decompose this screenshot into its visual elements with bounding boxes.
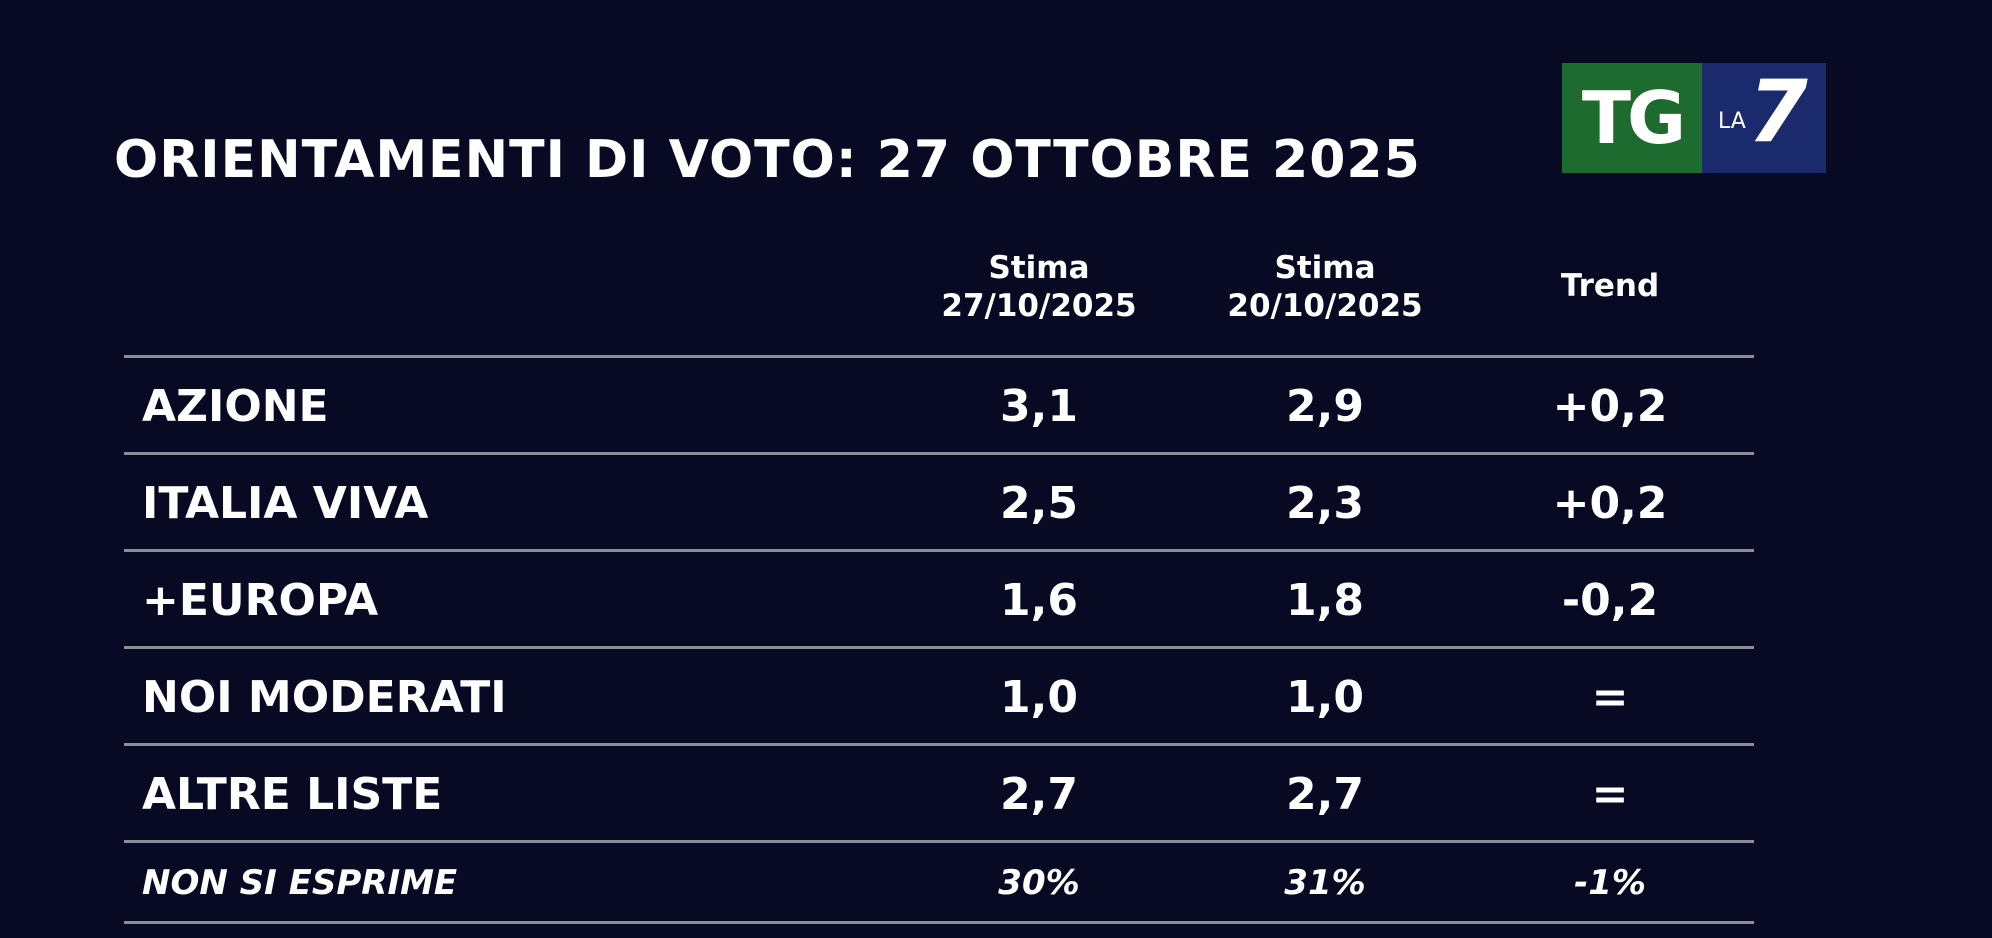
party-name: NOI MODERATI (142, 671, 507, 723)
column-header-current-date: 27/10/2025 (941, 287, 1137, 324)
table-rule (124, 840, 1754, 843)
estimate-previous: 31% (1284, 863, 1366, 903)
party-name: +EUROPA (142, 574, 379, 626)
table-rule (124, 743, 1754, 746)
trend-value: -1% (1574, 863, 1646, 903)
logo-la7-block: LA 7 (1702, 63, 1826, 173)
party-name: NON SI ESPRIME (142, 863, 458, 903)
trend-value: -0,2 (1561, 574, 1659, 626)
trend-value: = (1591, 768, 1629, 820)
trend-value: +0,2 (1552, 477, 1668, 529)
column-header-previous-line1: Stima (1274, 250, 1376, 286)
column-header-current: Stima 27/10/2025 (919, 250, 1159, 326)
estimate-previous: 2,3 (1286, 477, 1364, 529)
column-header-trend: Trend (1560, 268, 1660, 304)
tg-la7-logo: TG LA 7 (1562, 63, 1826, 173)
table-rule (124, 355, 1754, 358)
table-rule (124, 646, 1754, 649)
column-header-current-line1: Stima (988, 250, 1090, 286)
trend-value: = (1591, 671, 1629, 723)
estimate-current: 1,6 (1000, 574, 1078, 626)
table-rule (124, 452, 1754, 455)
table-rule (124, 921, 1754, 924)
table-row: AZIONE 3,1 2,9 +0,2 (0, 359, 1992, 453)
estimate-current: 2,5 (1000, 477, 1078, 529)
table-row-undecided: NON SI ESPRIME 30% 31% -1% (0, 838, 1992, 928)
table-row: ALTRE LISTE 2,7 2,7 = (0, 747, 1992, 841)
logo-la-text: LA (1718, 109, 1746, 134)
table-row: ITALIA VIVA 2,5 2,3 +0,2 (0, 456, 1992, 550)
estimate-previous: 1,0 (1286, 671, 1364, 723)
estimate-current: 30% (998, 863, 1080, 903)
estimate-previous: 2,9 (1286, 380, 1364, 432)
logo-seven-text: 7 (1748, 62, 1808, 162)
table-row: NOI MODERATI 1,0 1,0 = (0, 650, 1992, 744)
party-name: ITALIA VIVA (142, 477, 429, 529)
party-name: ALTRE LISTE (142, 768, 443, 820)
column-header-previous: Stima 20/10/2025 (1205, 250, 1445, 326)
estimate-previous: 1,8 (1286, 574, 1364, 626)
trend-value: +0,2 (1552, 380, 1668, 432)
estimate-current: 1,0 (1000, 671, 1078, 723)
estimate-previous: 2,7 (1286, 768, 1364, 820)
estimate-current: 2,7 (1000, 768, 1078, 820)
table-rule (124, 549, 1754, 552)
estimate-current: 3,1 (1000, 380, 1078, 432)
table-row: +EUROPA 1,6 1,8 -0,2 (0, 553, 1992, 647)
party-name: AZIONE (142, 380, 329, 432)
column-header-previous-date: 20/10/2025 (1227, 287, 1423, 324)
page-title: ORIENTAMENTI DI VOTO: 27 OTTOBRE 2025 (114, 130, 1421, 190)
logo-tg-block: TG (1562, 63, 1702, 173)
